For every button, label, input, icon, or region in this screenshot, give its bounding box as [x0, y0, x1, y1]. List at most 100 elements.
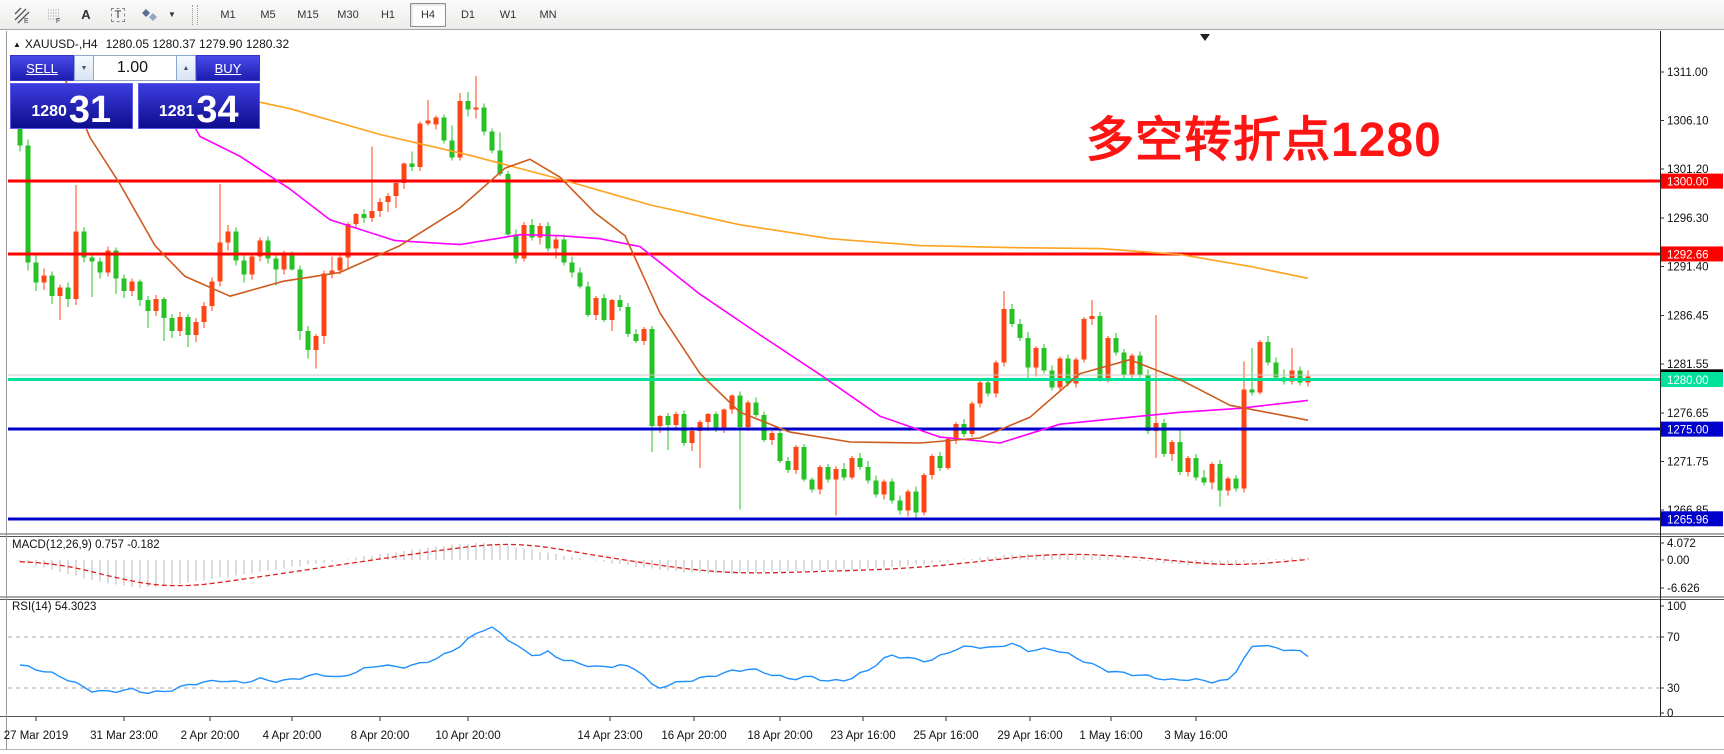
- price-badge-label: 1292.66: [1667, 249, 1709, 261]
- candle: [665, 416, 671, 426]
- price-badge-label: 1300.00: [1667, 177, 1709, 189]
- candle: [865, 466, 871, 481]
- timeframe-button-MN[interactable]: MN: [539, 8, 557, 21]
- grid-icon[interactable]: F: [40, 3, 68, 27]
- timeframe-button-M5[interactable]: M5: [260, 8, 276, 21]
- candle: [465, 100, 471, 110]
- price-axis-label: 1276.65: [1667, 408, 1709, 420]
- candle: [841, 468, 847, 478]
- candle: [833, 468, 839, 480]
- candle: [65, 287, 71, 300]
- candle: [1273, 362, 1279, 378]
- timeframe-button-H4[interactable]: H4: [410, 2, 446, 27]
- candle: [185, 317, 191, 335]
- candle: [145, 300, 151, 312]
- candle: [657, 416, 663, 427]
- candle: [441, 117, 447, 141]
- timeframe-button-D1[interactable]: D1: [460, 8, 476, 21]
- candle: [1065, 358, 1071, 384]
- price-badge: [1661, 372, 1723, 388]
- candle: [689, 431, 695, 444]
- candle: [1297, 370, 1303, 383]
- timeframe-button-M15[interactable]: M15: [297, 8, 319, 21]
- candle: [897, 500, 903, 511]
- candle: [457, 100, 463, 158]
- candle: [601, 298, 607, 320]
- candle: [49, 275, 55, 297]
- candle: [497, 150, 503, 175]
- candle: [1233, 478, 1239, 489]
- volume-increase-button[interactable]: ▲: [176, 55, 196, 81]
- candle: [585, 286, 591, 316]
- candle: [1001, 309, 1007, 363]
- candle: [793, 446, 799, 470]
- time-axis-label: 16 Apr 20:00: [661, 730, 726, 742]
- candle: [401, 163, 407, 184]
- time-axis-label: 31 Mar 23:00: [90, 730, 158, 742]
- candle: [1097, 316, 1103, 379]
- chart-text-annotation: 多空转折点1280: [1086, 114, 1442, 167]
- time-axis-label: 1 May 16:00: [1079, 730, 1142, 742]
- candle: [369, 210, 375, 218]
- candle: [153, 299, 159, 312]
- timeframe-button-H1[interactable]: H1: [380, 8, 396, 21]
- svg-text:F: F: [56, 18, 60, 24]
- time-axis-label: 10 Apr 20:00: [435, 730, 500, 742]
- candle: [257, 240, 263, 257]
- candle: [89, 257, 95, 262]
- candle: [1169, 442, 1175, 454]
- symbol-name: XAUUSD-,H4: [24, 37, 98, 51]
- candle: [1289, 370, 1295, 382]
- candle: [297, 269, 303, 331]
- candle: [545, 225, 551, 249]
- candle: [353, 213, 359, 224]
- buy-price-box[interactable]: 1281 34: [137, 83, 260, 129]
- chart-shift-marker-icon[interactable]: [1200, 34, 1210, 41]
- ma-orange-slow: [257, 101, 1309, 280]
- candle: [249, 256, 255, 275]
- candle: [201, 306, 207, 322]
- text-label-icon[interactable]: A: [81, 7, 91, 22]
- candle: [801, 446, 807, 480]
- candle: [377, 201, 383, 211]
- indicators-icon[interactable]: E: [8, 3, 36, 27]
- dropdown-caret-icon[interactable]: ▼: [168, 10, 176, 19]
- time-axis-label: 23 Apr 16:00: [830, 730, 895, 742]
- candle: [825, 466, 831, 480]
- candle: [769, 433, 775, 441]
- candle: [1193, 457, 1199, 478]
- sell-button[interactable]: SELL: [10, 55, 74, 81]
- candle: [857, 457, 863, 467]
- volume-input[interactable]: 1.00: [94, 55, 176, 81]
- candle: [289, 254, 295, 270]
- price-badge-label: 1275.00: [1667, 425, 1709, 437]
- candle: [1057, 358, 1063, 388]
- candle: [57, 287, 63, 297]
- macd-scale-label: -6.626: [1667, 583, 1700, 595]
- shapes-icon[interactable]: [136, 3, 164, 27]
- candle: [1089, 316, 1095, 320]
- candle: [1129, 355, 1135, 376]
- candle: [129, 281, 135, 292]
- candle: [1009, 309, 1015, 324]
- timeframe-button-M30[interactable]: M30: [337, 8, 359, 21]
- candle: [169, 318, 175, 331]
- rsi-title: RSI(14): [12, 601, 52, 613]
- candle: [1041, 347, 1047, 371]
- timeframe-button-M1[interactable]: M1: [220, 8, 236, 21]
- candle: [633, 333, 639, 341]
- volume-decrease-button[interactable]: ▼: [74, 55, 94, 81]
- sell-price-box[interactable]: 1280 31: [10, 83, 133, 129]
- text-box-icon[interactable]: T: [104, 3, 132, 27]
- buy-button[interactable]: BUY: [196, 55, 260, 81]
- price-axis-label: 1286.45: [1667, 311, 1709, 323]
- candle: [409, 163, 415, 168]
- candle: [41, 275, 47, 283]
- timeframe-button-W1[interactable]: W1: [499, 8, 517, 21]
- candle: [753, 402, 759, 416]
- candle: [1201, 477, 1207, 483]
- price-axis-label: 1291.40: [1667, 261, 1709, 273]
- macd-scale-label: 0.00: [1667, 555, 1689, 567]
- candle: [977, 382, 983, 404]
